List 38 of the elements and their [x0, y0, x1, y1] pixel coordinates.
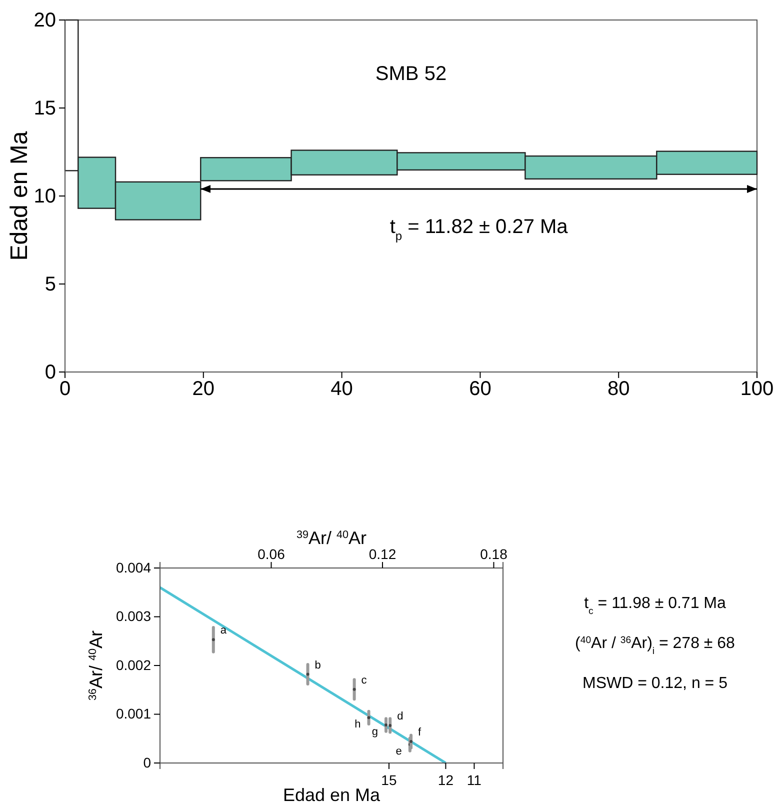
y-tick-label: 10 — [34, 185, 56, 208]
x-tick-label: 40 — [330, 378, 353, 400]
x-tick-label: 0 — [59, 378, 71, 400]
text: Edad en Ma — [282, 785, 382, 803]
data-label: e — [396, 745, 402, 758]
x-tick-label: 60 — [469, 378, 492, 400]
y-tick-label: 15 — [34, 97, 56, 120]
y-tick-label: 0.003 — [116, 608, 152, 624]
data-label: a — [220, 624, 228, 637]
y-axis-title: Edad en Ma — [6, 130, 33, 261]
annotation: t$_{p}$ = 11.82 ± 0.27 Ma — [390, 216, 569, 243]
data-label: f — [418, 726, 422, 739]
text: ($^{40}$Ar / $^{36}$Ar)$_{i}$ = 278 ± 68 — [575, 634, 736, 656]
data-label: g — [372, 726, 378, 738]
y-tick-label: 0.001 — [116, 706, 152, 722]
x-tick-label: 20 — [192, 378, 215, 400]
text: 11 — [466, 772, 482, 788]
x-tick-label: 0.12 — [368, 546, 396, 562]
annotation: 15 — [381, 772, 397, 788]
y-tick-label: 0 — [44, 361, 56, 384]
x-tick-label: 80 — [607, 378, 630, 400]
y-tick-label: 5 — [44, 273, 56, 296]
y-tick-label: 0 — [143, 754, 152, 770]
x-tick-label: 0.06 — [258, 546, 286, 562]
x-tick-label: 100 — [740, 378, 774, 400]
data-label: h — [354, 718, 361, 731]
data-label: c — [361, 674, 368, 686]
x-axis-title: $^{39}$Ar/ $^{40}$Ar — [296, 528, 367, 548]
y-tick-label: 20 — [34, 9, 56, 32]
y-tick-label: 0.004 — [116, 559, 152, 576]
annotation: 12 — [438, 772, 454, 788]
text: MSWD = 0.12, n = 5 — [582, 675, 728, 692]
text: t$_{c}$ = 11.98 ± 0.71 Ma — [584, 595, 726, 616]
y-tick-label: 0.002 — [116, 656, 152, 673]
text: SMB 52 — [375, 63, 447, 85]
data-label: b — [314, 659, 321, 672]
data-label: d — [397, 710, 404, 722]
x-tick-label: 0.18 — [480, 546, 508, 562]
